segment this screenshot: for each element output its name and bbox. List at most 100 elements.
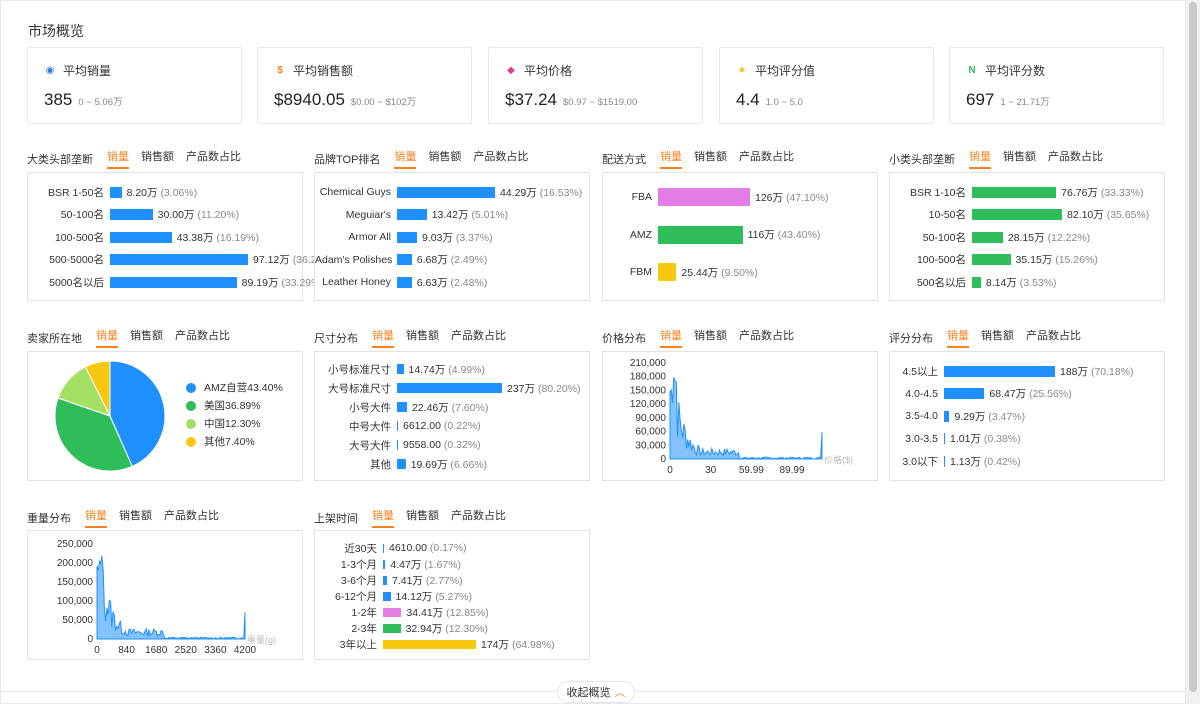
bar: [110, 276, 237, 288]
tab-revenue[interactable]: 销售额: [1003, 151, 1036, 163]
bar-percent: (64.98%): [511, 638, 555, 651]
tab-revenue[interactable]: 销售额: [428, 151, 462, 163]
bar-row: 3-6个月 7.41万 (2.77%): [315, 573, 463, 587]
stat-label: 平均价格: [524, 64, 573, 78]
collapse-overview-button[interactable]: 收起概览 ︿: [557, 681, 635, 703]
section-title: 评分分布: [889, 332, 933, 345]
stat-label-row: N 平均评分数: [966, 62, 1045, 79]
tab-sales[interactable]: 销量: [660, 148, 682, 169]
bar-amount: 76.76万: [1061, 186, 1098, 199]
bar-percent: (7.60%): [451, 401, 489, 414]
bar-amount: 13.42万: [431, 209, 469, 221]
y-tick-label: 210,000: [630, 358, 667, 369]
bar-row: 3年以上 174万 (64.98%): [315, 637, 555, 651]
bar-percent: (2.77%): [425, 574, 463, 587]
tab-sales[interactable]: 销量: [660, 327, 682, 348]
bar-percent: (0.17%): [429, 542, 467, 554]
bar-value: 174万 (64.98%): [481, 637, 555, 652]
bar-percent: (1.67%): [424, 558, 462, 571]
tab-revenue[interactable]: 销售额: [141, 151, 174, 163]
tab-product-share[interactable]: 产品数占比: [1048, 151, 1103, 163]
bar-label: FBM: [629, 266, 652, 278]
tab-sales[interactable]: 销量: [372, 507, 394, 528]
bar-amount: 6612.00: [403, 420, 441, 432]
stat-label-row: ★ 平均评分值: [736, 62, 816, 79]
bar-value: 25.44万 (9.50%): [681, 265, 757, 280]
legend-swatch: [186, 436, 196, 447]
bar-value: 8.20万 (3.06%): [127, 185, 198, 200]
bar: [397, 459, 406, 469]
bar-value: 34.41万 (12.85%): [406, 605, 488, 620]
bar-amount: 1.01万: [950, 433, 981, 445]
bar-value: 6.63万 (2.48%): [417, 275, 488, 290]
tab-product-share[interactable]: 产品数占比: [164, 510, 219, 522]
stat-range: 1.0 ~ 5.0: [765, 97, 803, 108]
tab-product-share[interactable]: 产品数占比: [451, 510, 506, 522]
bar-amount: 97.12万: [253, 254, 290, 266]
legend-swatch: [186, 400, 196, 411]
tab-product-share[interactable]: 产品数占比: [739, 330, 794, 342]
bar-row: 大号大件 9558.00 (0.32%): [315, 438, 481, 452]
bar-row: AMZ 116万 (43.40%): [603, 225, 820, 244]
bar-label: 3年以上: [339, 638, 377, 651]
tab-revenue[interactable]: 销售额: [406, 510, 439, 522]
tab-sales[interactable]: 销量: [96, 327, 118, 348]
bar-percent: (3.37%): [455, 231, 493, 244]
bar-label: 4.0-4.5: [905, 387, 938, 400]
bar: [397, 421, 398, 431]
stat-card: $ 平均销售额 $8940.05 $0.00 ~ $102万: [257, 47, 472, 124]
tab-revenue[interactable]: 销售额: [694, 151, 727, 163]
panel-brand: Chemical Guys 44.29万 (16.53%) Meguiar's 13.…: [314, 172, 590, 301]
bar-amount: 1.13万: [950, 455, 981, 468]
star-icon: ★: [737, 65, 747, 76]
bar: [110, 186, 122, 198]
tab-revenue[interactable]: 销售额: [694, 330, 727, 342]
bar-value: 1.01万 (0.38%): [950, 431, 1021, 446]
bar-label: 1-3个月: [340, 558, 377, 571]
stat-label-row: ◆ 平均价格: [505, 62, 572, 79]
tab-product-share[interactable]: 产品数占比: [175, 330, 230, 342]
y-tick-label: 100,000: [57, 596, 94, 607]
tab-product-share[interactable]: 产品数占比: [739, 151, 794, 163]
bar-amount: 188万: [1060, 365, 1089, 378]
panel-bsr_small: BSR 1-10名 76.76万 (33.33%) 10-50名 82.10万 (35…: [889, 172, 1165, 301]
vertical-scrollbar[interactable]: [1186, 0, 1200, 704]
tab-sales[interactable]: 销量: [969, 148, 991, 169]
bar-value: 30.00万 (11.20%): [158, 207, 240, 222]
bar-label: 50-100名: [922, 231, 966, 244]
bar: [972, 186, 1057, 198]
section-title: 小类头部垄断: [889, 153, 955, 166]
bar: [397, 254, 412, 265]
bar-value: 126万 (47.10%): [755, 190, 829, 205]
bar-amount: 34.41万: [406, 606, 444, 619]
tab-product-share[interactable]: 产品数占比: [451, 330, 506, 342]
scrollbar-thumb[interactable]: [1189, 2, 1197, 692]
tab-sales[interactable]: 销量: [107, 148, 129, 169]
histogram-area: [669, 377, 823, 460]
bar-amount: 8.20万: [126, 186, 158, 199]
tab-sales[interactable]: 销量: [85, 507, 107, 528]
pie-slice: [109, 360, 166, 468]
seller-location-pie-chart: [54, 360, 166, 472]
tab-sales[interactable]: 销量: [372, 327, 394, 348]
section-header-listing: 上架时间 销量 销售额 产品数占比: [314, 507, 518, 528]
stat-card: ◉ 平均销量 385 0 ~ 5.06万: [27, 47, 242, 124]
tab-sales[interactable]: 销量: [394, 148, 417, 169]
tab-revenue[interactable]: 销售额: [981, 330, 1014, 342]
bar-row: Adam's Polishes 6.68万 (2.49%): [315, 253, 487, 267]
tab-product-share[interactable]: 产品数占比: [1026, 330, 1081, 342]
compass-icon: ◉: [45, 65, 55, 76]
bar: [383, 559, 386, 569]
tab-revenue[interactable]: 销售额: [406, 330, 439, 342]
stat-value: 697: [966, 90, 995, 109]
tab-sales[interactable]: 销量: [947, 327, 969, 348]
tab-revenue[interactable]: 销售额: [130, 330, 163, 342]
tab-revenue[interactable]: 销售额: [119, 510, 152, 522]
bar-label: 3.5-4.0: [905, 410, 938, 422]
tab-product-share[interactable]: 产品数占比: [473, 151, 529, 163]
x-tick-label: 30: [705, 465, 717, 476]
bar: [397, 364, 404, 374]
tab-product-share[interactable]: 产品数占比: [186, 151, 241, 163]
bar-percent: (11.20%): [197, 209, 240, 221]
bar-amount: 14.74万: [408, 363, 446, 376]
